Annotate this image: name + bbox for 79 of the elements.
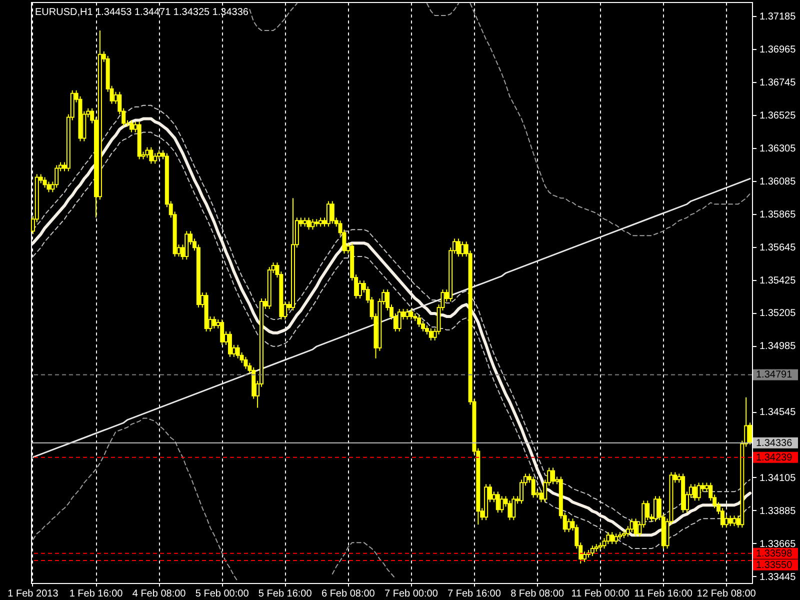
candlestick	[500, 496, 504, 514]
candlestick	[417, 314, 422, 328]
y-tick-label: 1.35425	[760, 275, 796, 286]
candlestick	[456, 238, 460, 258]
y-tick-label: 1.33665	[760, 538, 796, 550]
candlestick	[129, 120, 134, 133]
candlestick	[732, 515, 736, 527]
candlestick	[397, 308, 402, 332]
chart-title: EURUSD,H1 1.34453 1.34471 1.34325 1.34336	[35, 7, 249, 18]
candlestick	[508, 500, 512, 521]
y-tick-label: 1.36965	[760, 44, 796, 56]
candlestick	[46, 181, 51, 193]
ref-line-label: 1.34336	[756, 438, 793, 449]
x-tick-label: 1 Feb 2013	[8, 588, 59, 600]
candlestick	[460, 241, 464, 258]
candlestick	[405, 308, 410, 320]
x-tick-label: 7 Feb 16:00	[448, 588, 502, 600]
x-tick-label: 6 Feb 08:00	[321, 588, 376, 600]
candlestick	[236, 344, 240, 359]
x-tick-label: 5 Feb 00:00	[195, 588, 250, 600]
y-tick-label: 1.34545	[760, 407, 796, 418]
y-tick-label: 1.36745	[760, 78, 796, 89]
candlestick	[153, 152, 158, 164]
y-tick-label: 1.35205	[760, 308, 796, 320]
candlestick	[54, 164, 59, 188]
x-tick-label: 1 Feb 16:00	[69, 588, 124, 600]
candlestick	[496, 491, 500, 514]
candlestick	[358, 280, 362, 299]
y-tick-label: 1.36085	[760, 176, 796, 188]
candlestick	[330, 200, 334, 224]
x-tick-label: 4 Feb 08:00	[132, 588, 186, 600]
y-tick-label: 1.36525	[760, 110, 796, 122]
y-tick-label: 1.34105	[760, 472, 796, 484]
ref-line-label: 1.33598	[756, 548, 793, 560]
candlestick	[566, 518, 571, 533]
candlestick	[409, 308, 414, 320]
candlestick	[326, 200, 330, 228]
y-tick-label: 1.33445	[760, 572, 796, 583]
candlestick	[646, 500, 650, 521]
candlestick	[696, 482, 701, 502]
candlestick	[145, 146, 150, 158]
candlestick	[630, 518, 634, 533]
candlestick	[614, 533, 618, 545]
candlestick	[228, 330, 232, 358]
candlestick	[306, 217, 311, 230]
candlestick	[220, 318, 224, 346]
candlestick	[310, 218, 315, 230]
x-tick-label: 5 Feb 16:00	[258, 588, 312, 600]
candlestick	[653, 496, 658, 522]
candlestick	[728, 515, 732, 527]
candlestick	[692, 484, 697, 502]
candlestick	[634, 518, 638, 538]
y-tick-label: 1.36305	[760, 144, 796, 154]
ref-line-label: 1.33550	[756, 560, 793, 571]
x-tick-label: 8 Feb 08:00	[510, 588, 564, 600]
y-tick-label: 1.34985	[760, 341, 796, 352]
ref-line-label: 1.34791	[756, 370, 793, 381]
candlestick	[606, 532, 610, 545]
candlestick	[610, 532, 614, 545]
y-tick-label: 1.37185	[760, 12, 796, 23]
candlestick	[512, 496, 516, 521]
candlestick	[244, 356, 248, 370]
candlestick	[184, 230, 189, 260]
y-tick-label: 1.33885	[760, 506, 796, 517]
ref-line-label: 1.34239	[756, 452, 793, 464]
x-tick-label: 7 Feb 00:00	[384, 588, 438, 600]
candlestick	[551, 467, 556, 485]
candlestick	[149, 146, 154, 164]
candlestick	[531, 476, 536, 498]
y-tick-label: 1.35865	[760, 209, 796, 220]
candlestick	[590, 545, 594, 557]
candlestick	[212, 316, 216, 329]
x-tick-label: 11 Feb 00:00	[571, 588, 630, 600]
candlestick	[428, 328, 433, 341]
y-tick-label: 1.35645	[760, 242, 796, 254]
candlestick	[42, 176, 47, 188]
x-tick-label: 12 Feb 08:00	[696, 588, 756, 600]
x-tick-label: 11 Feb 16:00	[634, 588, 693, 600]
line-series	[32, 178, 751, 458]
